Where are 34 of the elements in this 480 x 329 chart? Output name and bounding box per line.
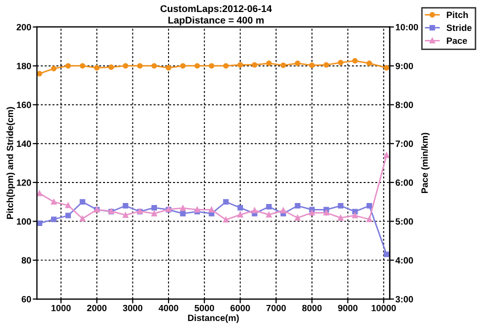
- x-tick-label: 4000: [158, 304, 178, 312]
- y2-tick-label: 5:00: [396, 218, 414, 225]
- y-tick-label: 160: [16, 102, 32, 108]
- y-tick-label: 80: [22, 257, 32, 264]
- x-tick-label: 7000: [266, 304, 286, 312]
- x-axis-title: Distance(m): [188, 314, 239, 323]
- y-tick-label: 60: [22, 296, 32, 302]
- legend-label: Pace: [446, 38, 468, 44]
- x-tick-label: 10000: [372, 304, 396, 312]
- y2-tick-label: 3:00: [396, 296, 414, 302]
- y2-tick-label: 8:00: [396, 102, 414, 108]
- x-tick-label: 1000: [52, 304, 71, 312]
- legend-label: Stride: [446, 24, 472, 31]
- chart-title: CustomLaps:2012-06-14: [160, 5, 272, 14]
- x-tick-label: 3000: [122, 304, 142, 312]
- y-tick-label: 120: [16, 179, 32, 186]
- y2-tick-label: 7:00: [396, 140, 414, 147]
- x-tick-label: 8000: [302, 304, 322, 312]
- y-axis-title: Pitch(bpm) and Stride(cm): [6, 107, 15, 219]
- y-tick-label: 140: [16, 140, 32, 147]
- chart-subtitle: LapDistance = 400 m: [168, 16, 264, 26]
- x-tick-label: 6000: [230, 304, 250, 312]
- y2-tick-label: 4:00: [395, 257, 414, 264]
- y2-tick-label: 9:00: [396, 62, 414, 70]
- x-tick-label: 5000: [194, 304, 214, 312]
- y2-tick-label: 6:00: [396, 179, 414, 186]
- x-tick-label: 2000: [87, 304, 107, 312]
- y-tick-label: 100: [16, 218, 32, 225]
- legend-label: Pitch: [446, 11, 468, 18]
- y-tick-label: 180: [16, 62, 32, 70]
- y-tick-label: 200: [16, 24, 32, 30]
- y2-axis-title: Pace (min/km): [421, 132, 430, 194]
- x-tick-label: 9000: [338, 304, 358, 312]
- y2-tick-label: 10:00: [396, 24, 418, 30]
